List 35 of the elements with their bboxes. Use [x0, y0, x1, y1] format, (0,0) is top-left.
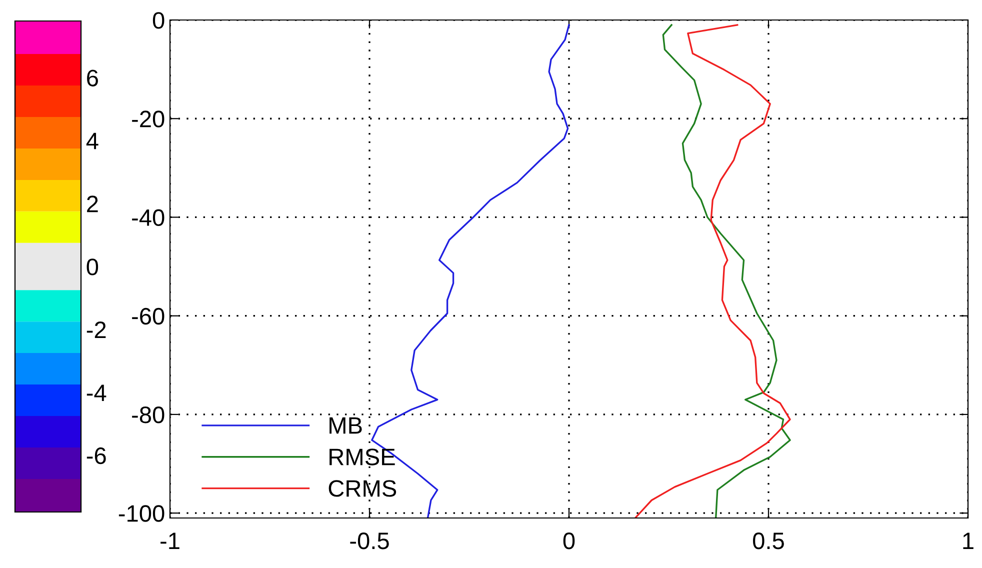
bar — [15, 353, 81, 385]
y-tick-label: -80 — [132, 406, 164, 424]
x-tick-label: 0 — [563, 532, 575, 550]
bar — [15, 148, 81, 180]
y-tick-label: -40 — [132, 209, 164, 226]
bar — [15, 116, 81, 148]
y-tick-label: -6 — [86, 447, 106, 464]
y-tick-label: -2 — [86, 322, 106, 338]
legend-label: MB — [330, 417, 362, 434]
y-tick-label: 6 — [87, 70, 98, 86]
y-tick-label: 4 — [86, 132, 98, 150]
y-tick-label: -60 — [132, 308, 164, 325]
legend-label: CRMS — [328, 480, 396, 497]
bar — [15, 447, 81, 479]
bar — [15, 211, 81, 243]
bar — [15, 384, 81, 416]
line-series — [662, 24, 791, 518]
bar — [15, 54, 81, 86]
bar — [15, 86, 81, 117]
y-tick-label: -100 — [118, 505, 164, 522]
line-series — [634, 24, 791, 518]
y-tick-label: 0 — [86, 258, 98, 276]
x-tick-label: -1 — [160, 532, 180, 549]
x-tick-label: 1 — [963, 532, 974, 549]
y-tick-label: 0 — [152, 12, 164, 29]
bar — [15, 290, 81, 322]
bar — [15, 416, 81, 448]
x-tick-label: 0.5 — [753, 532, 784, 550]
y-tick-label: 2 — [87, 196, 98, 212]
y-tick-label: -20 — [132, 110, 164, 128]
y-tick-label: -4 — [86, 384, 106, 401]
bar — [15, 322, 81, 354]
legend-label: RMSE — [330, 448, 395, 466]
bar — [15, 180, 81, 212]
x-tick-label: -0.5 — [350, 532, 389, 550]
